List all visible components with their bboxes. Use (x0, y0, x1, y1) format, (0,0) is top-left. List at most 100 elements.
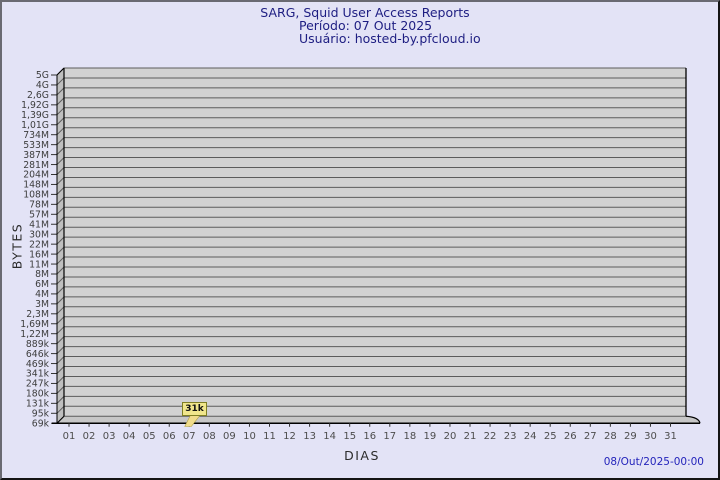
gridline-wall-diagonal (56, 366, 65, 374)
gridline-wall-diagonal (56, 117, 65, 126)
x-tick-label: 14 (323, 431, 336, 442)
y-axis-title: BYTES (9, 222, 25, 270)
y-tick-label: 57M (29, 210, 49, 221)
x-tick-label: 25 (544, 431, 557, 442)
y-tick-label: 341k (26, 369, 50, 380)
x-tick-label: 05 (143, 431, 156, 442)
gridline-wall-diagonal (56, 177, 65, 185)
y-tick-label: 1,22M (20, 329, 49, 340)
y-tick-label: 533M (23, 140, 49, 151)
y-tick-label: 30M (29, 229, 49, 240)
gridline-wall-diagonal (56, 395, 65, 404)
y-tick-label: 4M (35, 289, 49, 300)
y-tick-label: 889k (26, 339, 50, 350)
gridline-wall-diagonal (56, 386, 65, 394)
chart-user: Usuário: hosted-by.pfcloud.io (299, 31, 481, 46)
y-tick-label: 469k (26, 359, 50, 370)
gridline-wall-diagonal (56, 196, 65, 205)
x-axis-title: DIAS (344, 448, 380, 463)
floor-right-curve (685, 415, 701, 424)
x-tick-label: 11 (263, 431, 276, 442)
x-tick-label: 23 (504, 431, 517, 442)
gridline-wall-diagonal (56, 316, 65, 325)
y-tick-label: 69k (32, 418, 50, 429)
x-tick-label: 18 (403, 431, 416, 442)
x-tick-label: 16 (363, 431, 376, 442)
gridline-wall-diagonal (56, 276, 65, 285)
x-tick-label: 19 (424, 431, 437, 442)
x-tick-label: 29 (624, 431, 637, 442)
y-tick-label: 247k (26, 379, 50, 390)
x-tick-label: 08 (203, 431, 216, 442)
y-tick-label: 204M (23, 170, 49, 181)
plot-backdrop (64, 68, 686, 417)
y-tick-label: 1,69M (20, 319, 49, 330)
y-tick-label: 2,6G (27, 90, 49, 101)
gridline-wall-diagonal (56, 167, 65, 175)
gridline-wall-diagonal (56, 187, 65, 195)
y-tick-label: 41M (29, 219, 49, 230)
gridline-wall-diagonal (56, 226, 65, 235)
y-tick-label: 1,01G (21, 120, 49, 131)
x-tick-label: 07 (183, 431, 196, 442)
y-tick-label: 1,92G (21, 100, 49, 111)
gridline-wall-diagonal (56, 286, 65, 295)
y-tick-label: 11M (29, 259, 49, 270)
x-tick-label: 04 (123, 431, 136, 442)
gridline-wall-diagonal (56, 137, 65, 146)
y-tick-label: 4G (36, 80, 49, 91)
x-tick-label: 26 (564, 431, 577, 442)
x-tick-label: 13 (303, 431, 316, 442)
gridline-wall-diagonal (56, 405, 65, 414)
x-tick-label: 15 (343, 431, 356, 442)
x-tick-label: 28 (604, 431, 617, 442)
gridline-wall-diagonal (56, 87, 65, 96)
wall-floor-corner (56, 415, 65, 424)
y-tick-label: 108M (23, 190, 49, 201)
generated-timestamp: 08/Out/2025-00:00 (603, 456, 704, 468)
gridline-wall-diagonal (56, 236, 65, 245)
x-tick-label: 12 (283, 431, 296, 442)
x-tick-label: 27 (584, 431, 597, 442)
y-tick-label: 387M (23, 150, 49, 161)
x-tick-label: 31 (664, 431, 677, 442)
x-tick-label: 30 (644, 431, 657, 442)
gridline-wall-diagonal (56, 246, 65, 255)
x-tick-label: 01 (63, 431, 76, 442)
gridline-wall-diagonal (56, 346, 65, 354)
y-tick-label: 180k (26, 389, 50, 400)
y-tick-label: 3M (35, 299, 49, 310)
gridline-wall-diagonal (56, 326, 65, 335)
gridline-wall-diagonal (56, 157, 65, 165)
y-tick-label: 1,39G (21, 110, 49, 121)
x-tick-label: 24 (524, 431, 537, 442)
y-tick-label: 131k (26, 399, 50, 410)
x-tick-label: 06 (163, 431, 176, 442)
y-tick-label: 22M (29, 239, 49, 250)
x-tick-label: 17 (383, 431, 396, 442)
gridline-wall-diagonal (56, 206, 65, 215)
y-tick-label: 646k (26, 349, 50, 360)
x-tick-label: 10 (243, 431, 256, 442)
data-point-flag: 31k (182, 402, 207, 416)
y-tick-label: 95k (32, 409, 50, 420)
gridline-wall-diagonal (56, 356, 65, 364)
gridline-wall-diagonal (56, 266, 65, 275)
y-tick-label: 148M (23, 180, 49, 191)
y-tick-label: 78M (29, 200, 49, 211)
gridline-wall-diagonal (56, 216, 65, 225)
gridline-wall-diagonal (56, 97, 65, 106)
gridline-wall-diagonal (56, 77, 65, 86)
wall-top-edge (56, 67, 65, 76)
gridline-wall-diagonal (56, 107, 65, 116)
gridline-wall-diagonal (56, 376, 65, 384)
x-tick-label: 21 (464, 431, 477, 442)
y-tick-label: 2,3M (26, 309, 49, 320)
gridline-wall-diagonal (56, 336, 65, 345)
chart-period: Período: 07 Out 2025 (299, 18, 433, 33)
chart-title: SARG, Squid User Access Reports (260, 5, 470, 20)
gridline-wall-diagonal (56, 256, 65, 265)
x-tick-label: 02 (83, 431, 96, 442)
